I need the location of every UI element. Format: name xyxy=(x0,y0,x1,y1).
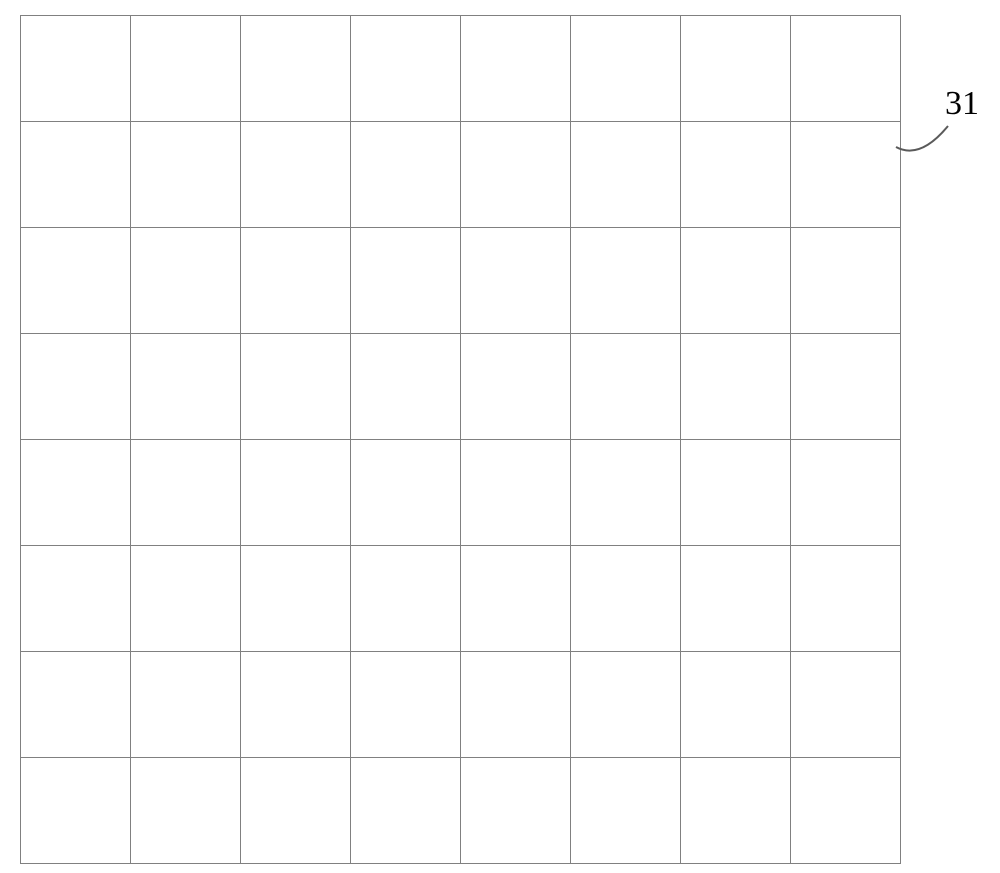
grid-cell xyxy=(21,440,131,546)
grid-cell xyxy=(241,546,351,652)
grid-cell xyxy=(131,16,241,122)
grid-cell xyxy=(791,440,901,546)
grid-cell xyxy=(571,758,681,864)
grid-cell xyxy=(461,122,571,228)
grid-cell xyxy=(351,546,461,652)
grid-cell xyxy=(241,122,351,228)
grid-cell xyxy=(241,228,351,334)
grid-cell xyxy=(21,758,131,864)
grid-cell xyxy=(571,228,681,334)
grid-cell xyxy=(241,334,351,440)
grid-cell xyxy=(791,758,901,864)
grid-cell xyxy=(241,652,351,758)
grid-cell xyxy=(131,652,241,758)
grid-cell xyxy=(351,334,461,440)
grid-cell xyxy=(571,546,681,652)
grid-cell xyxy=(21,228,131,334)
grid-cell xyxy=(571,334,681,440)
grid-cell xyxy=(791,334,901,440)
grid-table xyxy=(20,15,901,864)
grid-cell xyxy=(681,334,791,440)
grid-cell xyxy=(241,758,351,864)
grid-cell xyxy=(131,758,241,864)
grid-cell xyxy=(21,334,131,440)
grid-cell xyxy=(461,334,571,440)
grid-cell xyxy=(21,122,131,228)
grid-cell xyxy=(461,228,571,334)
grid-cell xyxy=(131,334,241,440)
grid-cell xyxy=(791,652,901,758)
grid-cell xyxy=(681,546,791,652)
grid-cell xyxy=(681,228,791,334)
grid-cell xyxy=(461,546,571,652)
grid-cell xyxy=(21,16,131,122)
grid-cell xyxy=(241,440,351,546)
grid-cell xyxy=(351,16,461,122)
grid-cell xyxy=(791,16,901,122)
grid-cell xyxy=(571,122,681,228)
grid-diagram xyxy=(20,15,901,864)
grid-cell xyxy=(461,652,571,758)
grid-cell xyxy=(571,440,681,546)
grid-cell xyxy=(351,758,461,864)
grid-cell xyxy=(461,440,571,546)
grid-cell xyxy=(21,546,131,652)
grid-cell xyxy=(571,16,681,122)
grid-cell xyxy=(681,16,791,122)
grid-cell xyxy=(681,440,791,546)
grid-cell xyxy=(681,758,791,864)
grid-cell xyxy=(351,122,461,228)
grid-cell xyxy=(461,16,571,122)
grid-cell xyxy=(21,652,131,758)
grid-cell xyxy=(681,652,791,758)
grid-cell xyxy=(131,546,241,652)
grid-cell xyxy=(351,440,461,546)
grid-cell xyxy=(791,546,901,652)
grid-cell xyxy=(131,228,241,334)
grid-cell xyxy=(571,652,681,758)
grid-cell xyxy=(351,652,461,758)
grid-cell xyxy=(131,440,241,546)
grid-cell xyxy=(681,122,791,228)
grid-cell xyxy=(791,228,901,334)
grid-cell xyxy=(461,758,571,864)
grid-cell xyxy=(131,122,241,228)
reference-label-31: 31 xyxy=(945,85,979,123)
grid-cell xyxy=(351,228,461,334)
grid-cell xyxy=(241,16,351,122)
grid-cell xyxy=(791,122,901,228)
